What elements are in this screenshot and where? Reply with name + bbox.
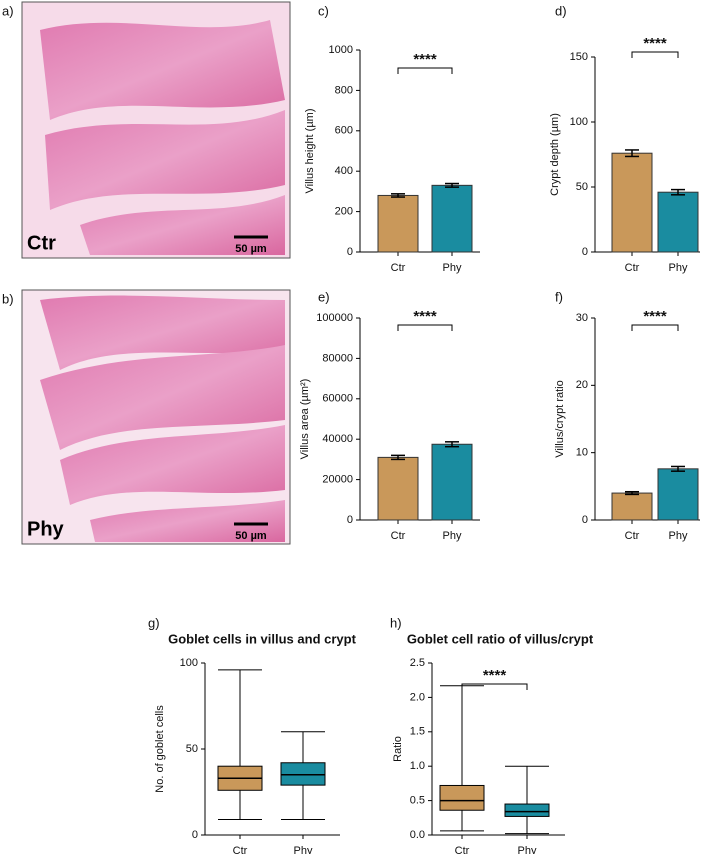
panel-label: d) <box>555 3 567 18</box>
panel-label: e) <box>318 289 330 304</box>
panel-label: f) <box>555 289 563 304</box>
bar <box>657 468 699 521</box>
chart: e) Villus area (µm²) 0 20000 40000 60000 80000… <box>299 289 480 542</box>
y-tick-label: 20000 <box>322 474 353 486</box>
significance-bracket <box>397 324 453 331</box>
y-tick-label: 0 <box>192 829 198 841</box>
box <box>504 803 550 817</box>
y-tick-label: 0.5 <box>410 795 425 807</box>
scale-bar-label: 50 µm <box>235 530 267 542</box>
y-tick-label: 0 <box>347 246 353 258</box>
significance-bracket <box>631 51 679 58</box>
y-axis-label: Crypt depth (µm) <box>549 113 561 196</box>
y-tick-label: 200 <box>335 206 353 218</box>
bar <box>431 443 473 521</box>
chart: d) Crypt depth (µm) 0 50 100 150 Ctr Phy **** <box>549 3 700 274</box>
chart: c) Villus height (µm) 0 200 400 600 800 1000 Ctr… <box>304 3 480 274</box>
significance-label: **** <box>413 308 437 325</box>
x-tick-label: Phy <box>669 262 688 274</box>
y-axis-label: Villus/crypt ratio <box>554 380 566 457</box>
panel-label: g) <box>148 615 160 630</box>
panel-label: h) <box>390 615 402 630</box>
panel-label: a) <box>2 3 14 18</box>
y-tick-label: 100 <box>570 116 588 128</box>
micrograph-b: b) Phy 50 µm <box>2 289 291 545</box>
y-axis-label: Villus area (µm²) <box>299 379 311 460</box>
y-tick-label: 600 <box>335 125 353 137</box>
y-tick-label: 0.0 <box>410 829 425 841</box>
y-tick-label: 100 <box>180 657 198 669</box>
bar <box>377 194 419 253</box>
significance-label: **** <box>643 308 667 325</box>
image-label: Phy <box>27 518 65 540</box>
bar <box>431 184 473 253</box>
x-tick-label: Ctr <box>455 845 470 854</box>
bar <box>377 456 419 521</box>
x-tick-label: Ctr <box>625 530 640 542</box>
y-tick-label: 0 <box>347 514 353 526</box>
bar <box>611 152 653 253</box>
x-tick-label: Ctr <box>391 530 406 542</box>
x-tick-label: Ctr <box>233 845 248 854</box>
micrograph-a: a) Ctr 50 µm <box>2 1 291 259</box>
y-tick-label: 10 <box>576 447 588 459</box>
y-axis-label: No. of goblet cells <box>154 705 166 793</box>
y-tick-label: 1000 <box>329 44 353 56</box>
y-tick-label: 800 <box>335 84 353 96</box>
bar <box>611 492 653 521</box>
significance-bracket <box>461 683 528 690</box>
y-tick-label: 2.5 <box>410 657 425 669</box>
chart: f) Villus/crypt ratio 0 10 20 30 Ctr Phy **** <box>554 289 700 542</box>
panel-label: c) <box>318 3 329 18</box>
y-tick-label: 50 <box>186 743 198 755</box>
significance-bracket <box>397 67 453 74</box>
x-tick-label: Ctr <box>391 262 406 274</box>
y-tick-label: 1.0 <box>410 760 425 772</box>
chart: h) Goblet cell ratio of villus/crypt Ratio… <box>390 615 594 854</box>
y-tick-label: 2.0 <box>410 691 425 703</box>
box <box>280 762 326 786</box>
y-tick-label: 400 <box>335 165 353 177</box>
box <box>439 784 485 811</box>
y-tick-label: 80000 <box>322 352 353 364</box>
y-tick-label: 150 <box>570 51 588 63</box>
x-tick-label: Phy <box>443 262 462 274</box>
x-tick-label: Phy <box>443 530 462 542</box>
scale-bar-label: 50 µm <box>235 243 267 255</box>
y-tick-label: 100000 <box>316 312 353 324</box>
x-tick-label: Phy <box>518 845 537 854</box>
y-axis-label: Ratio <box>392 736 404 762</box>
y-tick-label: 1.5 <box>410 726 425 738</box>
significance-label: **** <box>483 667 507 684</box>
x-tick-label: Phy <box>669 530 688 542</box>
y-tick-label: 50 <box>576 181 588 193</box>
x-tick-label: Ctr <box>625 262 640 274</box>
significance-label: **** <box>413 51 437 68</box>
significance-bracket <box>631 324 679 331</box>
panel-label: b) <box>2 291 14 306</box>
y-tick-label: 0 <box>582 246 588 258</box>
y-tick-label: 60000 <box>322 393 353 405</box>
x-tick-label: Phy <box>294 845 313 854</box>
y-axis-label: Villus height (µm) <box>304 109 316 194</box>
chart-title: Goblet cell ratio of villus/crypt <box>407 631 594 646</box>
y-tick-label: 20 <box>576 379 588 391</box>
chart-title: Goblet cells in villus and crypt <box>168 631 356 646</box>
y-tick-label: 0 <box>582 514 588 526</box>
bar <box>657 191 699 253</box>
chart: g) Goblet cells in villus and crypt No. of… <box>148 615 357 854</box>
image-label: Ctr <box>27 232 56 254</box>
y-tick-label: 30 <box>576 312 588 324</box>
y-tick-label: 40000 <box>322 433 353 445</box>
significance-label: **** <box>643 35 667 52</box>
